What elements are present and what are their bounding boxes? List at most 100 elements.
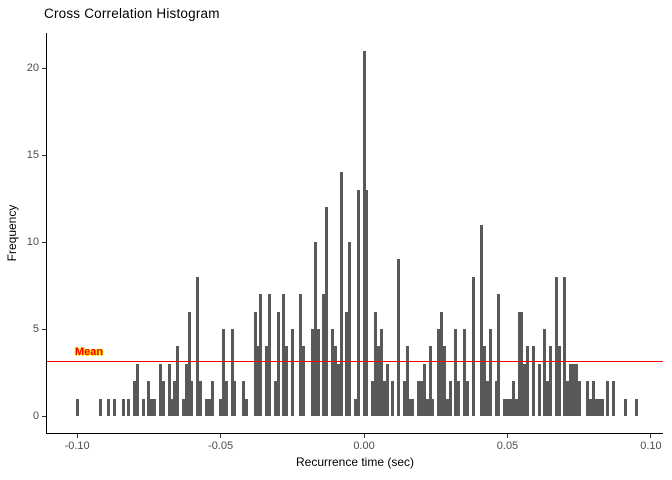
histogram-bar: [244, 398, 248, 416]
x-axis-title: Recurrence time (sec): [295, 455, 415, 469]
histogram-bar: [543, 329, 547, 416]
histogram-bar: [554, 276, 558, 416]
histogram-bar: [127, 398, 131, 416]
y-axis-tick-label: 0: [32, 409, 39, 422]
histogram-bar: [316, 329, 320, 416]
x-axis-tick: [76, 434, 78, 438]
mean-reference-line: [47, 361, 663, 363]
histogram-bar: [230, 329, 234, 416]
histogram-bar: [402, 381, 406, 416]
histogram-bar: [574, 363, 578, 416]
y-axis-tick-label: 20: [26, 61, 39, 74]
histogram-bar: [153, 398, 157, 416]
histogram-bar: [480, 224, 484, 416]
histogram-bar: [339, 172, 343, 416]
histogram-bar: [210, 381, 214, 416]
histogram-bar: [419, 381, 423, 416]
histogram-bar: [345, 311, 349, 416]
histogram-bar: [437, 329, 441, 416]
histogram-bar: [224, 381, 228, 416]
histogram-bar: [242, 381, 246, 416]
histogram-bar: [273, 381, 277, 416]
histogram-bar: [465, 381, 469, 416]
histogram-bar: [563, 276, 567, 416]
x-axis-line: [46, 433, 663, 434]
histogram-bar: [485, 381, 489, 416]
histogram-bar: [365, 189, 369, 416]
y-axis-tick-label: 10: [26, 235, 39, 248]
histogram-bar: [405, 346, 409, 416]
histogram-bar: [276, 311, 280, 416]
histogram-bar: [497, 294, 501, 416]
histogram-bar: [253, 311, 257, 416]
y-axis-tick: [42, 154, 46, 156]
histogram-bar: [597, 398, 601, 416]
histogram-bar: [147, 381, 151, 416]
histogram-bar: [184, 363, 188, 416]
histogram-bar: [333, 346, 337, 416]
histogram-bar: [408, 398, 412, 416]
histogram-bar: [586, 381, 590, 416]
histogram-bar: [445, 398, 449, 416]
histogram-bar: [310, 329, 314, 416]
histogram-bar: [537, 363, 541, 416]
y-axis-tick-label: 5: [32, 322, 39, 335]
histogram-bar: [135, 363, 139, 416]
histogram-bar: [362, 50, 366, 416]
histogram-bar: [566, 381, 570, 416]
x-axis-tick-label: -0.05: [208, 440, 234, 452]
x-axis-tick: [506, 434, 508, 438]
histogram-bar: [222, 329, 226, 416]
plot-panel: Mean: [47, 33, 663, 433]
histogram-bar: [572, 363, 576, 416]
histogram-bar: [440, 311, 444, 416]
histogram-bar: [442, 346, 446, 416]
histogram-bar: [606, 381, 610, 416]
histogram-bar: [167, 363, 171, 416]
histogram-bar: [196, 276, 200, 416]
histogram-bar: [158, 363, 162, 416]
x-axis-tick-label: 0.10: [640, 440, 662, 452]
histogram-bar: [302, 346, 306, 416]
histogram-bar: [595, 398, 598, 416]
y-axis-tick-label: 15: [26, 148, 39, 161]
histogram-bar: [374, 311, 378, 416]
histogram-bar: [425, 398, 429, 416]
histogram-bar: [517, 311, 521, 416]
x-axis-tick-label: 0.00: [353, 440, 375, 452]
histogram-bar: [204, 398, 208, 416]
histogram-bar: [371, 381, 375, 416]
histogram-bar: [233, 381, 237, 416]
histogram-bar: [376, 346, 380, 416]
histogram-bar: [190, 381, 194, 416]
histogram-bar: [523, 363, 527, 416]
histogram-bar: [354, 398, 357, 416]
histogram-bar: [520, 311, 524, 416]
x-axis-tick: [650, 434, 652, 438]
histogram-bar: [457, 381, 461, 416]
y-axis-tick: [42, 328, 46, 330]
histogram-bar: [635, 398, 639, 416]
histogram-bar: [463, 329, 467, 416]
y-axis-title: Frequency: [5, 204, 19, 262]
histogram-bar: [219, 398, 223, 416]
histogram-bar: [313, 242, 317, 416]
histogram-bar: [511, 381, 515, 416]
histogram-bar: [391, 381, 395, 416]
histogram-bar: [397, 259, 401, 416]
y-axis-line: [46, 33, 47, 434]
histogram-bar: [506, 398, 510, 416]
histogram-bar: [325, 207, 329, 416]
histogram-bar: [176, 346, 180, 416]
histogram-bar: [259, 294, 263, 416]
histogram-bar: [577, 381, 581, 416]
histogram-bar: [267, 294, 271, 416]
histogram-bar: [382, 381, 386, 416]
histogram-bar: [488, 329, 492, 416]
histogram-bar: [526, 346, 530, 416]
histogram-bar: [557, 346, 561, 416]
histogram-bar: [150, 398, 154, 416]
histogram-bar: [549, 346, 553, 416]
histogram-bar: [282, 294, 286, 416]
histogram-bar: [508, 398, 512, 416]
